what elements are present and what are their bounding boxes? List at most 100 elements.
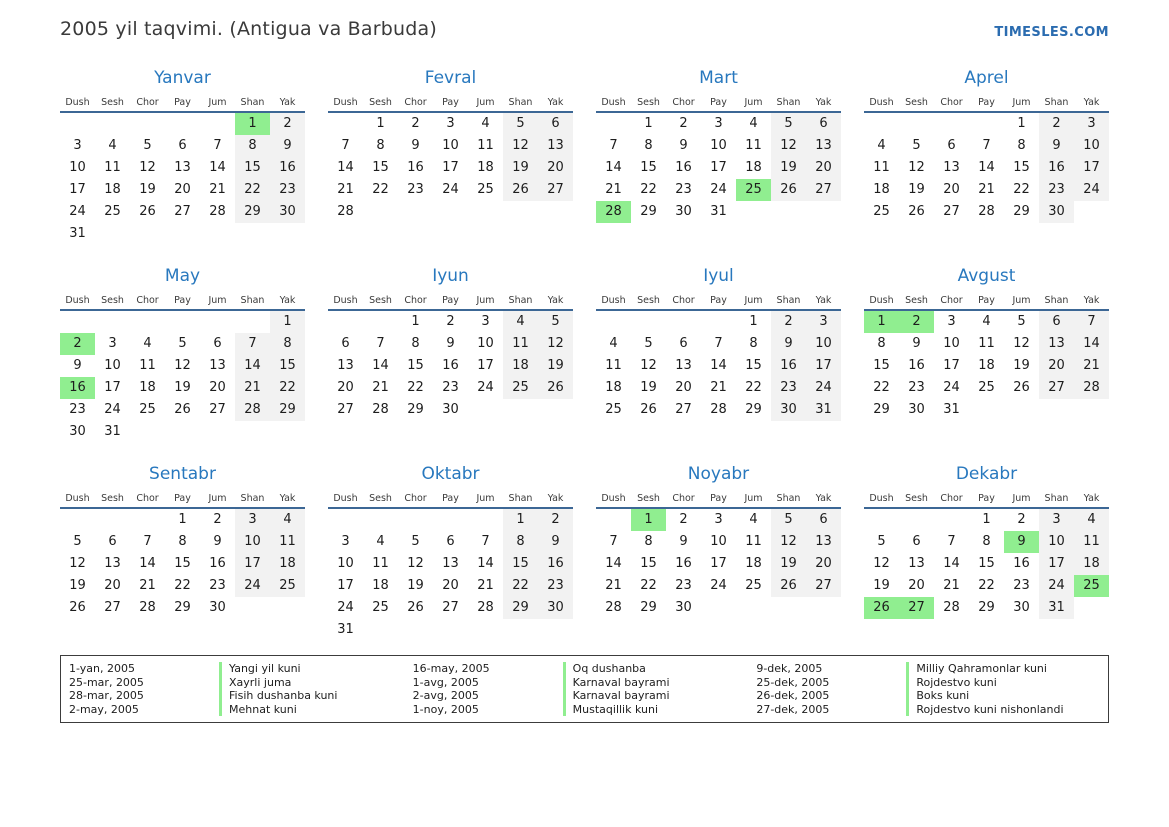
weekend-day-cell: 16 <box>270 157 305 179</box>
day-cell: 28 <box>337 204 354 219</box>
weekday-label: Shan <box>240 97 265 108</box>
day-cell: 1 <box>644 116 653 131</box>
day-cell: 11 <box>372 556 389 571</box>
week-row: 24 25 26 27 28 29 30 <box>328 597 573 619</box>
month-noyabr: Noyabr Dush Sesh Chor Pay Jum Shan Yak 1 2 3 4 5 6 7 8 9… <box>596 464 841 619</box>
empty-cell <box>468 201 503 223</box>
week-row: 1 <box>60 311 305 333</box>
day-cell: 28 <box>943 600 960 615</box>
weekend-day-cell: 5 <box>771 509 806 531</box>
day-cell: 1 <box>376 116 385 131</box>
week-row: 17 18 19 20 21 22 23 <box>328 575 573 597</box>
week-row: 15 16 17 18 19 20 21 <box>864 355 1109 377</box>
weekend-day-cell: 2 <box>1039 113 1074 135</box>
day-cell: 19 <box>640 380 657 395</box>
month-title-iyul: Iyul <box>703 266 734 286</box>
weekend-day-cell: 9 <box>270 135 305 157</box>
day-cell: 29 <box>1013 204 1030 219</box>
weekend-day-cell: 31 <box>1039 597 1074 619</box>
weekend-day-cell: 9 <box>1039 135 1074 157</box>
day-cell: 27 <box>675 402 692 417</box>
day-cell: 7 <box>341 138 350 153</box>
weekend-day-cell: 20 <box>806 157 841 179</box>
legend-item: 9-dek, 2005 Milliy Qahramonlar kuni <box>756 662 1100 676</box>
empty-cell <box>363 311 398 333</box>
day-cell: 5 <box>877 534 886 549</box>
legend-date: 25-mar, 2005 <box>69 675 144 689</box>
empty-cell <box>235 223 270 245</box>
holiday-marker-bar <box>219 689 222 703</box>
day-cell: 18 <box>139 380 156 395</box>
weekend-day-cell: 23 <box>771 377 806 399</box>
day-cell: 9 <box>912 336 921 351</box>
legend-holiday-name: Rojdestvo kuni <box>906 675 997 689</box>
day-cell: 4 <box>481 116 490 131</box>
week-row: 9 10 11 12 13 14 15 <box>60 355 305 377</box>
day-cell: 6 <box>947 138 956 153</box>
day-cell: 10 <box>477 336 494 351</box>
weekday-label: Shan <box>1044 97 1069 108</box>
empty-cell <box>503 619 538 641</box>
legend-holiday-name: Oq dushanba <box>562 662 646 676</box>
day-cell: 12 <box>174 358 191 373</box>
week-row: 21 22 23 24 25 26 27 <box>596 575 841 597</box>
day-cell: 31 <box>69 226 86 241</box>
day-cell: 16 <box>209 556 226 571</box>
weekday-label: Dush <box>65 295 90 306</box>
day-cell: 12 <box>908 160 925 175</box>
week-row: 10 11 12 13 14 15 16 <box>60 157 305 179</box>
weekday-label: Pay <box>174 493 191 504</box>
day-cell: 4 <box>749 512 758 527</box>
weekend-day-cell: 1 <box>270 311 305 333</box>
holiday-marker-bar <box>562 675 566 689</box>
day-cell: 31 <box>337 622 354 637</box>
day-cell: 13 <box>104 556 121 571</box>
weekday-label: Sesh <box>905 493 928 504</box>
day-cell: 28 <box>605 600 622 615</box>
weekday-label: Yak <box>547 493 564 504</box>
day-cell: 7 <box>609 534 618 549</box>
day-cell: 4 <box>143 336 152 351</box>
day-cell: 23 <box>675 182 692 197</box>
weekday-header-row: Dush Sesh Chor Pay Jum Shan Yak <box>328 493 573 509</box>
weekend-day-cell: 15 <box>235 157 270 179</box>
weekday-header-row: Dush Sesh Chor Pay Jum Shan Yak <box>60 97 305 113</box>
day-cell: 14 <box>605 556 622 571</box>
weekend-day-cell: 29 <box>270 399 305 421</box>
weekend-day-cell: 29 <box>235 201 270 223</box>
empty-cell <box>1074 399 1109 421</box>
site-logo-link[interactable]: TIMESLES.COM <box>994 25 1109 40</box>
week-row: 16 17 18 19 20 21 22 <box>60 377 305 399</box>
legend-holiday-name: Yangi yil kuni <box>219 662 301 676</box>
empty-cell <box>270 223 305 245</box>
weekend-day-cell: 6 <box>1039 311 1074 333</box>
empty-cell <box>95 223 130 245</box>
week-row: 7 8 9 10 11 12 13 <box>596 531 841 553</box>
weekday-label: Dush <box>601 493 626 504</box>
empty-cell <box>398 201 433 223</box>
week-row: 10 11 12 13 14 15 16 <box>328 553 573 575</box>
weekend-day-cell: 26 <box>538 377 573 399</box>
weekend-day-cell: 3 <box>806 311 841 333</box>
day-cell: 8 <box>178 534 187 549</box>
weekend-day-cell: 19 <box>503 157 538 179</box>
weekend-day-cell: 20 <box>538 157 573 179</box>
week-row: 18 19 20 21 22 23 24 <box>596 377 841 399</box>
week-row: 25 26 27 28 29 30 <box>864 201 1109 223</box>
day-cell: 18 <box>477 160 494 175</box>
day-cell: 18 <box>372 578 389 593</box>
day-cell: 24 <box>69 204 86 219</box>
day-cell: 27 <box>442 600 459 615</box>
empty-cell <box>398 619 433 641</box>
day-cell: 20 <box>209 380 226 395</box>
legend-holiday-name: Karnaval bayrami <box>562 689 670 703</box>
holiday-day-cell: 16 <box>60 377 95 399</box>
day-cell: 19 <box>407 578 424 593</box>
weekend-day-cell: 3 <box>1039 509 1074 531</box>
week-row: 17 18 19 20 21 22 23 <box>60 179 305 201</box>
day-cell: 13 <box>943 160 960 175</box>
empty-cell <box>1074 201 1109 223</box>
day-cell: 29 <box>873 402 890 417</box>
day-cell: 6 <box>108 534 117 549</box>
